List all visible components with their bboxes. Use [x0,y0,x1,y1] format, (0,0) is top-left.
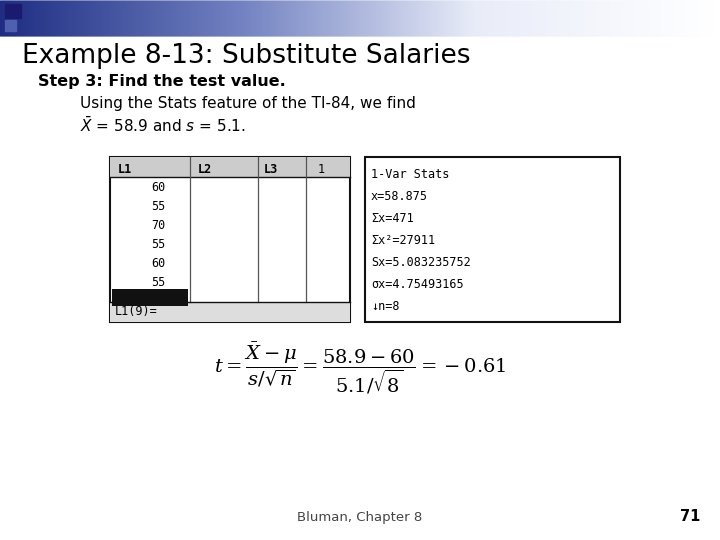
Text: L3: L3 [264,163,278,176]
Text: 55: 55 [150,276,165,289]
Text: 60: 60 [150,181,165,194]
Text: σx=4.75493165: σx=4.75493165 [371,278,464,291]
Text: 70: 70 [150,219,165,232]
Text: L2: L2 [198,163,212,176]
Text: $\bar{X}$ = 58.9 and $s$ = 5.1.: $\bar{X}$ = 58.9 and $s$ = 5.1. [80,116,246,135]
Bar [110,157,350,177]
Text: $t = \dfrac{\bar{X} - \mu}{s/\sqrt{n}} = \dfrac{58.9 - 60}{5.1/\sqrt{8}} = -0.61: $t = \dfrac{\bar{X} - \mu}{s/\sqrt{n}} =… [214,340,506,396]
Bar [365,157,620,322]
Text: 55: 55 [150,200,165,213]
Bar [110,157,350,322]
Text: 1-Var Stats: 1-Var Stats [371,168,449,181]
Text: 55: 55 [150,238,165,251]
Text: 60: 60 [150,257,165,270]
Text: 71: 71 [680,509,700,524]
Bar [5,20,16,31]
Text: x=58.875: x=58.875 [371,190,428,203]
Bar [112,289,188,306]
Text: L1: L1 [118,163,132,176]
Bar [110,302,350,322]
Text: Using the Stats feature of the TI-84, we find: Using the Stats feature of the TI-84, we… [80,96,416,111]
Text: Σx²=27911: Σx²=27911 [371,234,435,247]
Text: Sx=5.083235752: Sx=5.083235752 [371,256,471,269]
Text: Σx=471: Σx=471 [371,212,414,225]
Bar [5,4,21,18]
Text: 1: 1 [318,163,325,176]
Text: Example 8-13: Substitute Salaries: Example 8-13: Substitute Salaries [22,43,470,69]
Text: Bluman, Chapter 8: Bluman, Chapter 8 [297,511,423,524]
Text: ↓n=8: ↓n=8 [371,300,400,313]
Text: Step 3: Find the test value.: Step 3: Find the test value. [38,74,286,89]
Text: L1(9)=: L1(9)= [115,305,158,318]
